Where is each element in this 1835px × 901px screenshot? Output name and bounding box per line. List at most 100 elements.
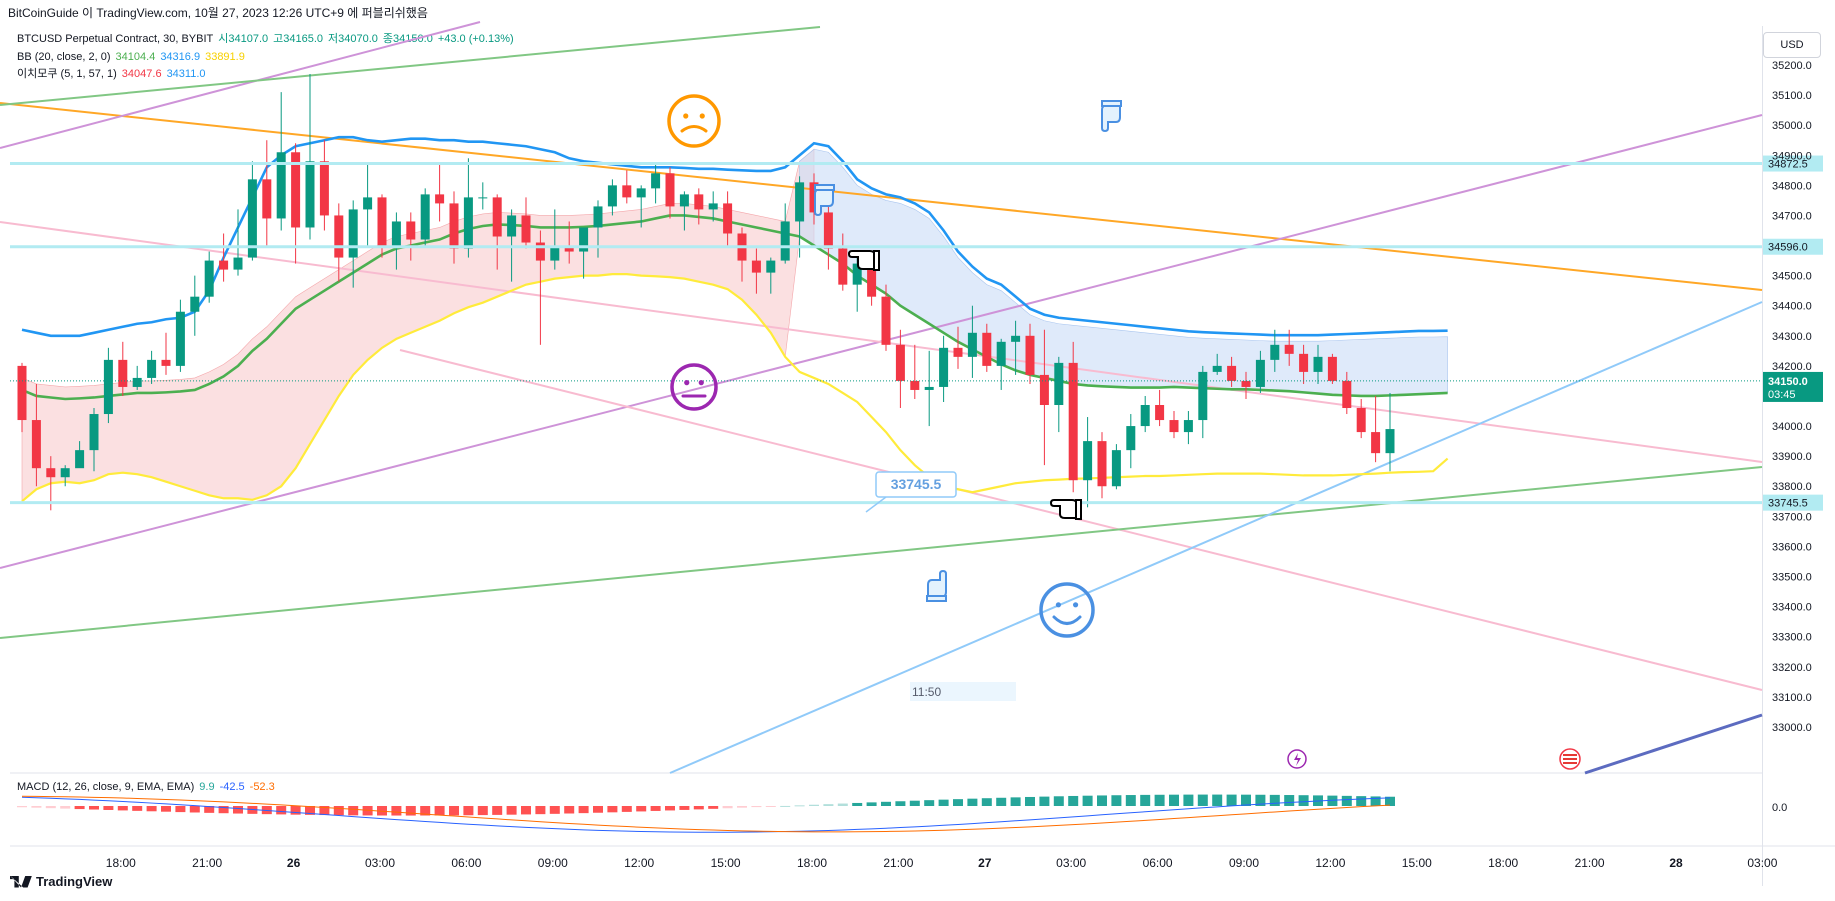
ichimoku-label[interactable]: 이치모쿠 (5, 1, 57, 1) (17, 68, 117, 80)
candle-body (1054, 362, 1064, 406)
macd-hist-bar (247, 806, 258, 814)
candle-body (1155, 405, 1165, 421)
price-callout-box (875, 471, 957, 498)
macd-hist-bar (89, 806, 99, 810)
candle-body (1299, 353, 1309, 372)
macd-hist-bar (521, 806, 531, 815)
time-tick-label: 21:00 (192, 856, 222, 870)
macd-hist-bar (1385, 796, 1395, 806)
macd-hist-bar (780, 805, 791, 807)
macd-hist-bar (621, 806, 632, 812)
candle-body (723, 203, 733, 234)
candle-body (247, 179, 257, 258)
macd-hist-bar (722, 806, 733, 809)
macd-hist-bar (938, 799, 949, 806)
macd-hist-bar (1327, 795, 1338, 806)
candle-body (982, 332, 992, 366)
hand-pointer-down-icon (814, 184, 835, 217)
candle-body (1140, 405, 1150, 427)
bb-label[interactable]: BB (20, close, 2, 0) (17, 51, 111, 63)
hand-pointer-left-icon (847, 250, 880, 271)
macd-hist-bar (1010, 797, 1021, 806)
face-outline (1039, 582, 1095, 638)
candle-body (118, 359, 128, 387)
candle-body (564, 245, 574, 252)
hand-pointer-left-icon (1049, 499, 1082, 520)
candle-body (550, 245, 560, 261)
macd-hist-bar (751, 806, 762, 808)
candle-body (1313, 356, 1323, 372)
candle-body (708, 203, 718, 210)
time-tick-label: 27 (978, 856, 992, 870)
candle-body (1270, 344, 1280, 360)
macd-hist-bar (17, 806, 27, 808)
macd-hist-bar (405, 806, 416, 816)
macd-hist-bar (693, 806, 704, 810)
macd-hist-bar (967, 798, 978, 806)
face-outline (667, 94, 721, 148)
time-tick-label: 15:00 (1402, 856, 1432, 870)
candle-body (478, 197, 488, 199)
symbol-label[interactable]: BTCUSD Perpetual Contract, 30, BYBIT (17, 33, 214, 45)
face-eye (1055, 602, 1062, 608)
macd-hist-bar (895, 801, 906, 806)
flag-stripe (1563, 756, 1577, 758)
bb-lower-value: 33891.9 (205, 51, 245, 63)
price-axis[interactable] (1762, 26, 1835, 886)
macd-hist-bar (650, 806, 661, 811)
macd-hist-bar (506, 806, 517, 815)
candle-body (651, 173, 661, 189)
candle-body (1183, 420, 1193, 433)
macd-hist-bar (866, 802, 877, 806)
hand-cuff (1101, 100, 1122, 107)
badge-circle (1287, 749, 1307, 769)
macd-hist-bar (377, 806, 387, 816)
candle-body (1025, 335, 1035, 375)
time-tick-label: 21:00 (883, 856, 913, 870)
candle-body (377, 197, 387, 246)
candle-body (996, 341, 1006, 366)
macd-hist-bar (420, 806, 431, 816)
macd-line-value: -42.5 (219, 781, 245, 793)
macd-hist-bar (909, 800, 920, 806)
face-eye (684, 380, 690, 386)
face-mouth (1052, 615, 1082, 625)
close-value: 34150.0 (393, 33, 433, 45)
macd-hist-bar (1370, 796, 1381, 806)
currency-button[interactable]: USD (1763, 32, 1821, 58)
candle-body (435, 194, 445, 204)
macd-hist-bar (305, 806, 315, 815)
main-legend: BTCUSD Perpetual Contract, 30, BYBIT 시341… (17, 32, 519, 46)
cloud-bullish (799, 148, 1448, 397)
macd-hist-bar (449, 806, 459, 816)
macd-label[interactable]: MACD (12, 26, close, 9, EMA, EMA) (17, 781, 195, 793)
macd-hist-bar (837, 803, 848, 806)
drawings: 33745.5 11:50 (667, 94, 1581, 770)
face-outline (670, 363, 718, 411)
macd-hist-bar (593, 806, 603, 813)
series-bb-upper (21, 135, 1448, 338)
candle-body (348, 209, 358, 258)
macd-hist-bar (1068, 795, 1079, 806)
face-mouth (680, 125, 708, 133)
macd-hist-bar (1183, 794, 1194, 806)
macd-hist-bar (1197, 794, 1208, 806)
macd-hist-bar (1341, 795, 1352, 806)
signal-line (21, 795, 1391, 833)
macd-legend: MACD (12, 26, close, 9, EMA, EMA) 9.9 -42.… (17, 780, 280, 794)
hand-shape (814, 188, 834, 217)
ichimoku-value-1: 34047.6 (121, 68, 162, 80)
macd-hist-bar (189, 806, 200, 813)
candle-body (1385, 429, 1395, 454)
flag-stripe (1563, 760, 1577, 762)
tradingview-logo[interactable]: TradingView (10, 874, 112, 889)
high-label: 고 (273, 33, 284, 45)
candle-body (363, 197, 373, 210)
candle-body (1327, 356, 1337, 381)
hand-shape (927, 569, 947, 598)
macd-hist-bar (636, 806, 647, 812)
time-tick-label: 03:00 (1056, 856, 1086, 870)
hand-cuff (926, 595, 947, 602)
